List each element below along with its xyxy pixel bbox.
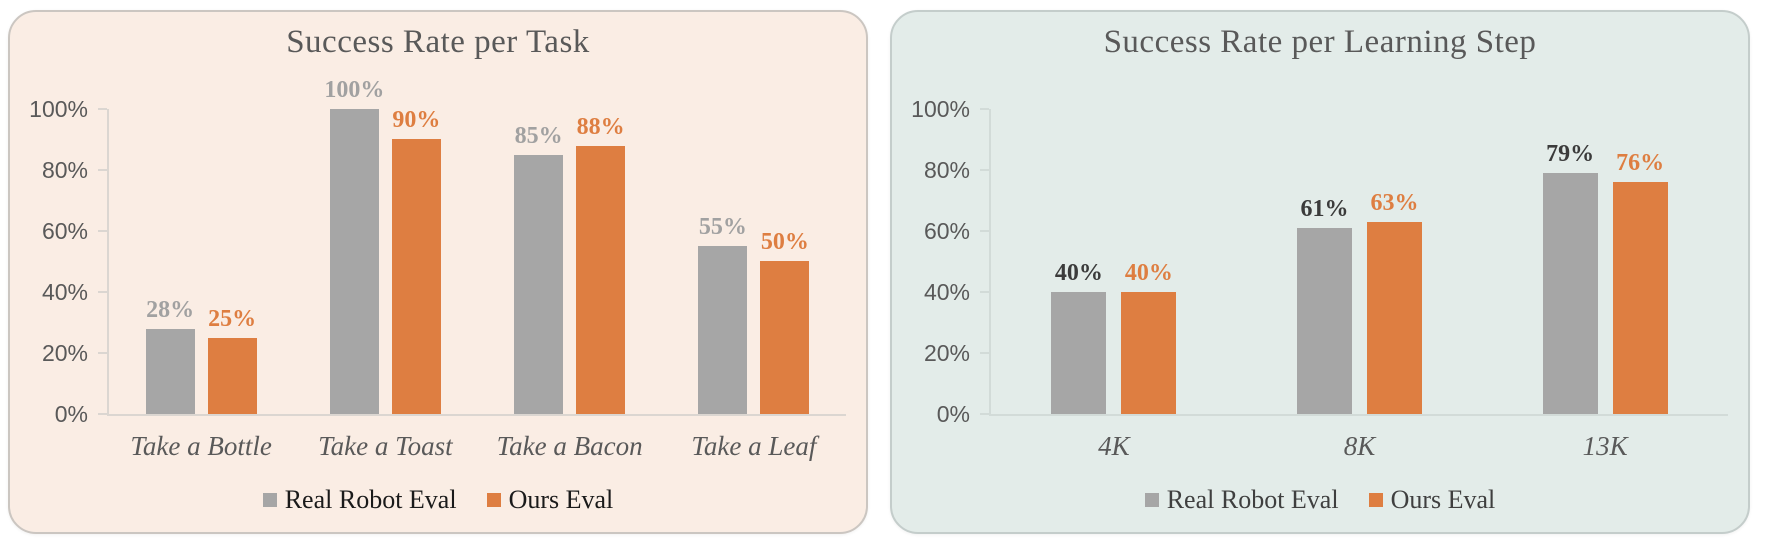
- y-axis-tick: [98, 352, 107, 354]
- y-axis-tick: [980, 413, 989, 415]
- legend-entry-ours-eval: Ours Eval: [486, 483, 614, 517]
- y-axis-tick: [980, 169, 989, 171]
- bar-value-label: 90%: [392, 107, 441, 133]
- category-label: 13K: [1582, 431, 1628, 461]
- y-axis-tick-label: 80%: [923, 157, 970, 183]
- legend-label: Real Robot Eval: [1166, 485, 1339, 514]
- y-axis-tick: [980, 108, 989, 110]
- chart-panel-success-rate-per-task: Success Rate per Task 0% 20% 40% 60% 80% 100%…: [8, 10, 868, 534]
- bar-value-label: 55%: [698, 214, 747, 240]
- bar-value-label: 40%: [1124, 260, 1173, 286]
- bar-value-label: 50%: [760, 229, 809, 255]
- chart-panel-success-rate-per-learning-step: Success Rate per Learning Step 0% 20% 40% 6…: [890, 10, 1750, 534]
- y-axis-tick: [98, 230, 107, 232]
- legend-label: Real Robot Eval: [284, 485, 457, 514]
- bar-value-label: 79%: [1546, 141, 1595, 167]
- bar-real-robot-eval: [1542, 173, 1598, 414]
- bar-real-robot-eval: [1297, 228, 1352, 414]
- y-axis-line: [107, 109, 109, 416]
- y-axis-tick-label: 20%: [923, 340, 970, 366]
- bar-ours-eval: [1612, 182, 1668, 414]
- chart-title: Success Rate per Task: [286, 24, 590, 60]
- bar-ours-eval: [760, 261, 810, 414]
- y-axis-tick: [980, 230, 989, 232]
- bar-value-label: 28%: [146, 297, 195, 323]
- chart-title: Success Rate per Learning Step: [1103, 24, 1537, 60]
- legend: Real Robot Eval Ours Eval: [10, 483, 866, 517]
- bar-ours-eval: [1121, 292, 1177, 414]
- bar-value-label: 76%: [1616, 150, 1665, 176]
- y-axis-tick-label: 100%: [29, 96, 88, 122]
- bar-value-label: 40%: [1054, 260, 1103, 286]
- plot-area: 0% 20% 40% 60% 80% 100% 4K 40% 40% 8K 61% 63% 13K 79%…: [892, 12, 1748, 532]
- bar-real-robot-eval: [329, 109, 379, 414]
- y-axis-tick: [980, 291, 989, 293]
- bar-ours-eval: [576, 146, 626, 414]
- bar-value-label: 61%: [1300, 196, 1349, 222]
- bar-real-robot-eval: [1051, 292, 1107, 414]
- y-axis-tick-label: 60%: [41, 218, 88, 244]
- y-axis-tick: [98, 413, 107, 415]
- legend-swatch: [1368, 493, 1383, 507]
- y-axis-tick-label: 80%: [41, 157, 88, 183]
- bar-value-label: 63%: [1370, 190, 1419, 216]
- category-label: Take a Toast: [318, 431, 453, 461]
- legend-entry-real-robot-eval: Real Robot Eval: [262, 483, 457, 517]
- bar-real-robot-eval: [698, 246, 748, 414]
- y-axis-tick-label: 40%: [923, 279, 970, 305]
- legend-entry-ours-eval: Ours Eval: [1368, 483, 1496, 517]
- category-label: Take a Bacon: [496, 431, 643, 461]
- category-label: 4K: [1098, 431, 1130, 461]
- plot-area: 0% 20% 40% 60% 80% 100% Take a Bottle 28% 25% Tak…: [10, 12, 866, 532]
- y-axis-tick: [98, 169, 107, 171]
- y-axis-tick-label: 100%: [911, 96, 970, 122]
- bar-real-robot-eval: [145, 329, 195, 414]
- bar-ours-eval: [207, 338, 257, 414]
- x-axis-line: [107, 414, 846, 416]
- y-axis-tick: [98, 108, 107, 110]
- bar-value-label: 85%: [514, 123, 563, 149]
- x-axis-line: [989, 414, 1728, 416]
- legend-label: Ours Eval: [508, 485, 614, 514]
- legend-label: Ours Eval: [1390, 485, 1496, 514]
- y-axis-tick-label: 60%: [923, 218, 970, 244]
- category-label: Take a Bottle: [130, 431, 272, 461]
- legend-swatch: [262, 493, 277, 507]
- bar-value-label: 100%: [324, 77, 385, 103]
- y-axis-tick-label: 0%: [54, 401, 88, 427]
- y-axis-tick-label: 20%: [41, 340, 88, 366]
- y-axis-tick-label: 0%: [936, 401, 970, 427]
- category-label: Take a Leaf: [691, 431, 817, 461]
- y-axis-tick-label: 40%: [41, 279, 88, 305]
- y-axis-tick: [98, 291, 107, 293]
- legend-swatch: [486, 493, 501, 507]
- bar-ours-eval: [1367, 222, 1422, 414]
- legend-swatch: [1144, 493, 1159, 507]
- legend-entry-real-robot-eval: Real Robot Eval: [1144, 483, 1339, 517]
- y-axis-tick: [980, 352, 989, 354]
- bar-real-robot-eval: [514, 155, 564, 414]
- y-axis-line: [989, 109, 991, 416]
- bar-ours-eval: [391, 139, 441, 414]
- bar-value-label: 88%: [576, 114, 625, 140]
- category-label: 8K: [1343, 431, 1376, 461]
- bar-value-label: 25%: [208, 306, 257, 332]
- legend: Real Robot Eval Ours Eval: [892, 483, 1748, 517]
